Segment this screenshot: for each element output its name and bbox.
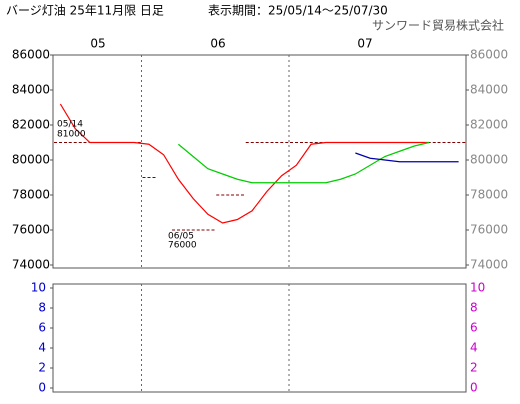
y-tick-label: 76000 xyxy=(12,223,50,237)
annotation-date: 05/14 xyxy=(57,120,83,130)
lower-tick-label: 6 xyxy=(38,321,46,335)
lower-tick-label-right: 8 xyxy=(470,301,478,315)
chart-subtitle: 表示期間：25/05/14～25/07/30 xyxy=(208,4,388,18)
y2-tick-label: 80000 xyxy=(470,153,508,167)
y-tick-label: 86000 xyxy=(12,48,50,62)
month-label: 05 xyxy=(90,37,105,51)
y2-tick-label: 76000 xyxy=(470,223,508,237)
chart-title: バージ灯油 25年11月限 日足 xyxy=(6,4,164,18)
lower-tick-label-right: 0 xyxy=(470,381,478,395)
lower-tick-label-right: 2 xyxy=(470,361,478,375)
y2-tick-label: 78000 xyxy=(470,188,508,202)
ma-line xyxy=(177,141,430,184)
source: サンワード貿易株式会社 xyxy=(372,18,504,33)
annotation-value: 81000 xyxy=(57,130,86,140)
y2-tick-label: 84000 xyxy=(470,83,508,97)
y2-tick-label: 82000 xyxy=(470,118,508,132)
annotation-value: 76000 xyxy=(168,241,197,251)
month-label: 06 xyxy=(210,37,225,51)
lower-tick-label: 2 xyxy=(38,361,46,375)
ma-line xyxy=(355,152,459,163)
y-tick-label: 74000 xyxy=(12,258,50,272)
y-tick-label: 82000 xyxy=(12,118,50,132)
upper-panel xyxy=(52,54,467,269)
lower-tick-label: 0 xyxy=(38,381,46,395)
lower-tick-label: 8 xyxy=(38,301,46,315)
y-tick-label: 78000 xyxy=(12,188,50,202)
lower-tick-label-right: 6 xyxy=(470,321,478,335)
y-tick-label: 80000 xyxy=(12,153,50,167)
lower-panel xyxy=(52,283,467,393)
y2-tick-label: 86000 xyxy=(470,48,508,62)
y-tick-label: 84000 xyxy=(12,83,50,97)
lower-tick-label: 4 xyxy=(38,341,46,355)
lower-tick-label-right: 10 xyxy=(470,281,485,295)
lower-tick-label-right: 4 xyxy=(470,341,478,355)
lower-tick-label: 10 xyxy=(31,281,46,295)
annotation-date: 06/05 xyxy=(168,232,194,242)
y2-tick-label: 74000 xyxy=(470,258,508,272)
ma-line xyxy=(59,103,430,224)
month-label: 07 xyxy=(357,37,372,51)
